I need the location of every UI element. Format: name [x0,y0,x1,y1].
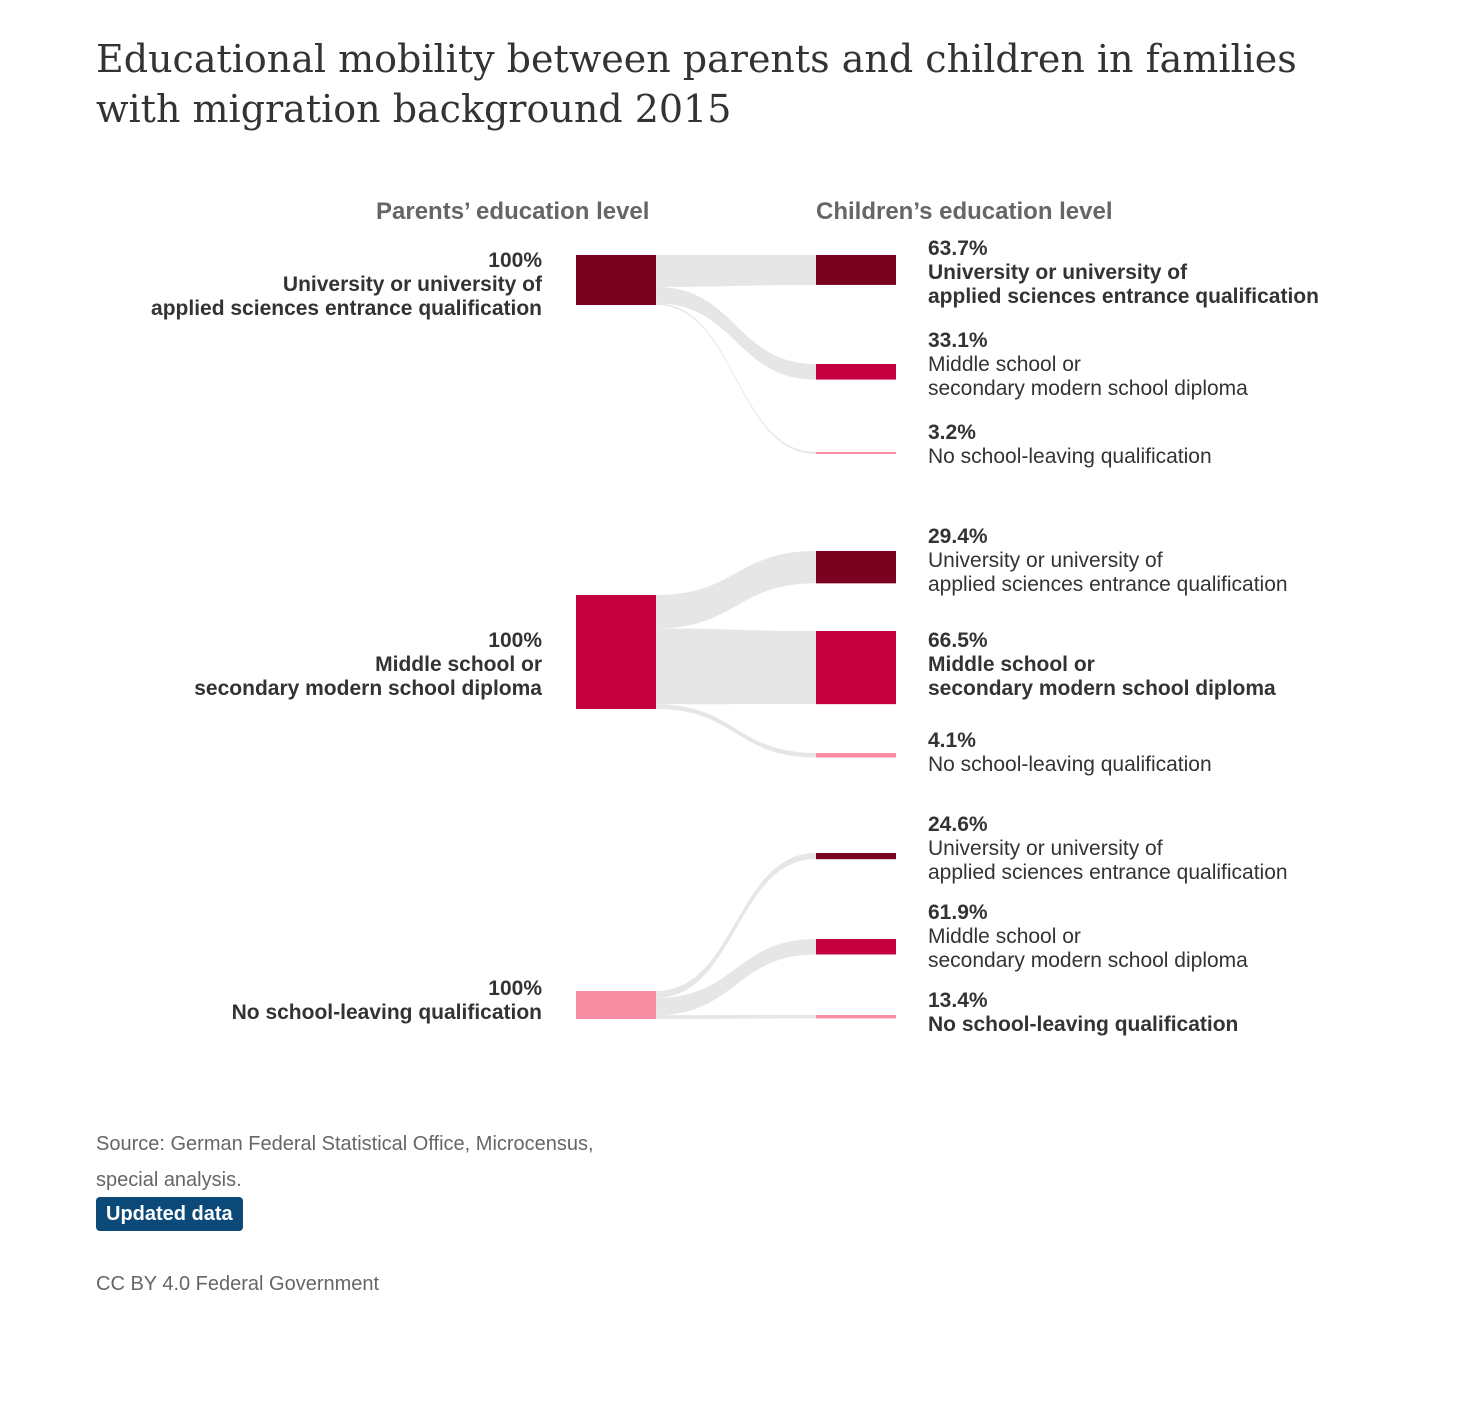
child-name-line2: secondary modern school diploma [928,377,1248,400]
license-note: CC BY 4.0 Federal Government [96,1273,380,1295]
chart-title: Educational mobility between parents and… [96,37,1297,131]
child-bar [816,364,896,380]
parent-label-none: 100% No school-leaving qualification [22,977,542,1025]
child-bar [816,939,896,955]
parent-label-university: 100% University or university of applied… [22,249,542,321]
flow-link [656,286,816,380]
child-name-line2: applied sciences entrance qualification [928,861,1288,884]
parent-label-middle: 100% Middle school or secondary modern s… [22,629,542,701]
parent-pct: 100% [488,629,542,652]
source-note: Source: German Federal Statistical Offic… [96,1126,656,1198]
parent-pct: 100% [488,977,542,1000]
parent-bar [576,595,656,709]
bar-group [576,853,896,1019]
child-label: 61.9% Middle school or secondary modern … [928,901,1448,973]
source-line2: special analysis. [96,1169,242,1191]
child-label: 4.1% No school-leaving qualification [928,729,1448,777]
parent-name-line2: secondary modern school diploma [194,677,542,700]
child-bar [816,452,896,454]
child-label: 24.6% University or university of applie… [928,813,1448,885]
child-pct: 3.2% [928,421,976,444]
child-pct: 66.5% [928,629,988,652]
child-pct: 24.6% [928,813,988,836]
flow-link [656,303,816,454]
child-name-line2: secondary modern school diploma [928,949,1248,972]
flow-link [656,939,816,1016]
child-bar [816,551,896,584]
flow-group [656,551,816,758]
child-pct: 33.1% [928,329,988,352]
flow-link [656,628,816,705]
flow-link [656,1015,816,1019]
parent-name-line1: University or university of [282,273,542,296]
children-axis-header: Children’s education level [816,198,1113,225]
child-name-line1: Middle school or [928,925,1081,948]
flow-group [656,853,816,1019]
flow-link [656,853,816,998]
child-label: 66.5% Middle school or secondary modern … [928,629,1448,701]
child-pct: 29.4% [928,525,988,548]
source-line1: Source: German Federal Statistical Offic… [96,1133,594,1155]
child-name-line2: applied sciences entrance qualification [928,573,1288,596]
child-bar [816,853,896,860]
flow-link [656,704,816,758]
child-label: 33.1% Middle school or secondary modern … [928,329,1448,401]
child-name-line1: Middle school or [928,353,1081,376]
parent-bar [576,255,656,305]
bar-group [576,551,896,758]
parent-name-line2: applied sciences entrance qualification [151,297,542,320]
child-name-line2: secondary modern school diploma [928,677,1276,700]
flow-link [656,551,816,629]
child-name-line1: Middle school or [928,653,1095,676]
child-bar [816,753,896,758]
child-label: 13.4% No school-leaving qualification [928,989,1448,1037]
child-bar [816,1015,896,1019]
child-label: 3.2% No school-leaving qualification [928,421,1448,469]
child-label: 29.4% University or university of applie… [928,525,1448,597]
child-label: 63.7% University or university of applie… [928,237,1448,309]
child-pct: 63.7% [928,237,988,260]
child-name-line1: No school-leaving qualification [928,1013,1239,1036]
child-bar [816,255,896,285]
child-name-line1: University or university of [928,837,1163,860]
updated-data-badge[interactable]: Updated data [96,1197,243,1231]
child-pct: 4.1% [928,729,976,752]
child-name-line2: applied sciences entrance qualification [928,285,1319,308]
child-name-line1: University or university of [928,549,1163,572]
child-name-line1: No school-leaving qualification [928,753,1212,776]
bar-group [576,255,896,454]
parent-bar [576,991,656,1019]
parents-axis-header: Parents’ education level [376,198,650,225]
parent-name-line1: No school-leaving qualification [231,1001,542,1024]
child-bar [816,631,896,705]
flow-group [656,255,816,454]
child-pct: 61.9% [928,901,988,924]
child-pct: 13.4% [928,989,988,1012]
flow-link [656,255,816,287]
child-name-line1: No school-leaving qualification [928,445,1212,468]
parent-pct: 100% [488,249,542,272]
parent-name-line1: Middle school or [375,653,542,676]
child-name-line1: University or university of [928,261,1188,284]
